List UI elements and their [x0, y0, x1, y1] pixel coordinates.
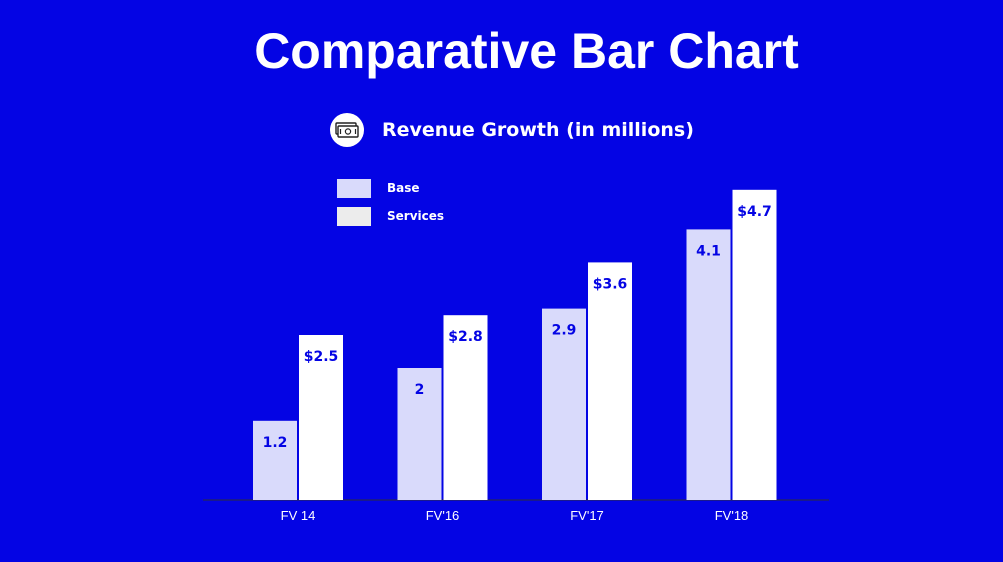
bar-base-1	[397, 368, 442, 500]
data-label-base-1: 2	[415, 382, 425, 398]
bar-base-3	[686, 229, 731, 500]
bar-base-2	[542, 308, 586, 500]
x-tick-label-3: FV'18	[715, 508, 749, 523]
chart-legend: Base Services	[337, 178, 444, 234]
money-bills-icon	[330, 113, 364, 147]
chart-subtitle: Revenue Growth (in millions)	[382, 119, 694, 141]
data-label-base-2: 2.9	[552, 323, 577, 339]
chart-subtitle-group: Revenue Growth (in millions)	[330, 113, 694, 147]
x-tick-label-2: FV'17	[570, 508, 604, 523]
data-label-services-3: $4.7	[737, 204, 772, 220]
data-label-services-0: $2.5	[304, 349, 339, 365]
legend-label-base: Base	[387, 181, 420, 195]
data-label-base-0: 1.2	[263, 435, 288, 451]
x-tick-label-0: FV 14	[281, 508, 316, 523]
data-label-services-1: $2.8	[448, 329, 483, 345]
data-label-base-3: 4.1	[696, 243, 721, 259]
legend-swatch-base	[337, 178, 371, 198]
bar-services-3	[732, 189, 777, 501]
bar-base-0	[253, 420, 297, 500]
x-tick-label-1: FV'16	[426, 508, 460, 523]
bar-services-2	[588, 262, 632, 500]
bar-services-0	[299, 335, 343, 500]
bar-services-1	[443, 315, 488, 500]
legend-item-base: Base	[337, 178, 444, 198]
legend-item-services: Services	[337, 206, 444, 226]
legend-label-services: Services	[387, 209, 445, 223]
chart-title: Comparative Bar Chart	[254, 23, 799, 79]
data-label-services-2: $3.6	[593, 276, 628, 292]
legend-swatch-services	[337, 206, 371, 226]
